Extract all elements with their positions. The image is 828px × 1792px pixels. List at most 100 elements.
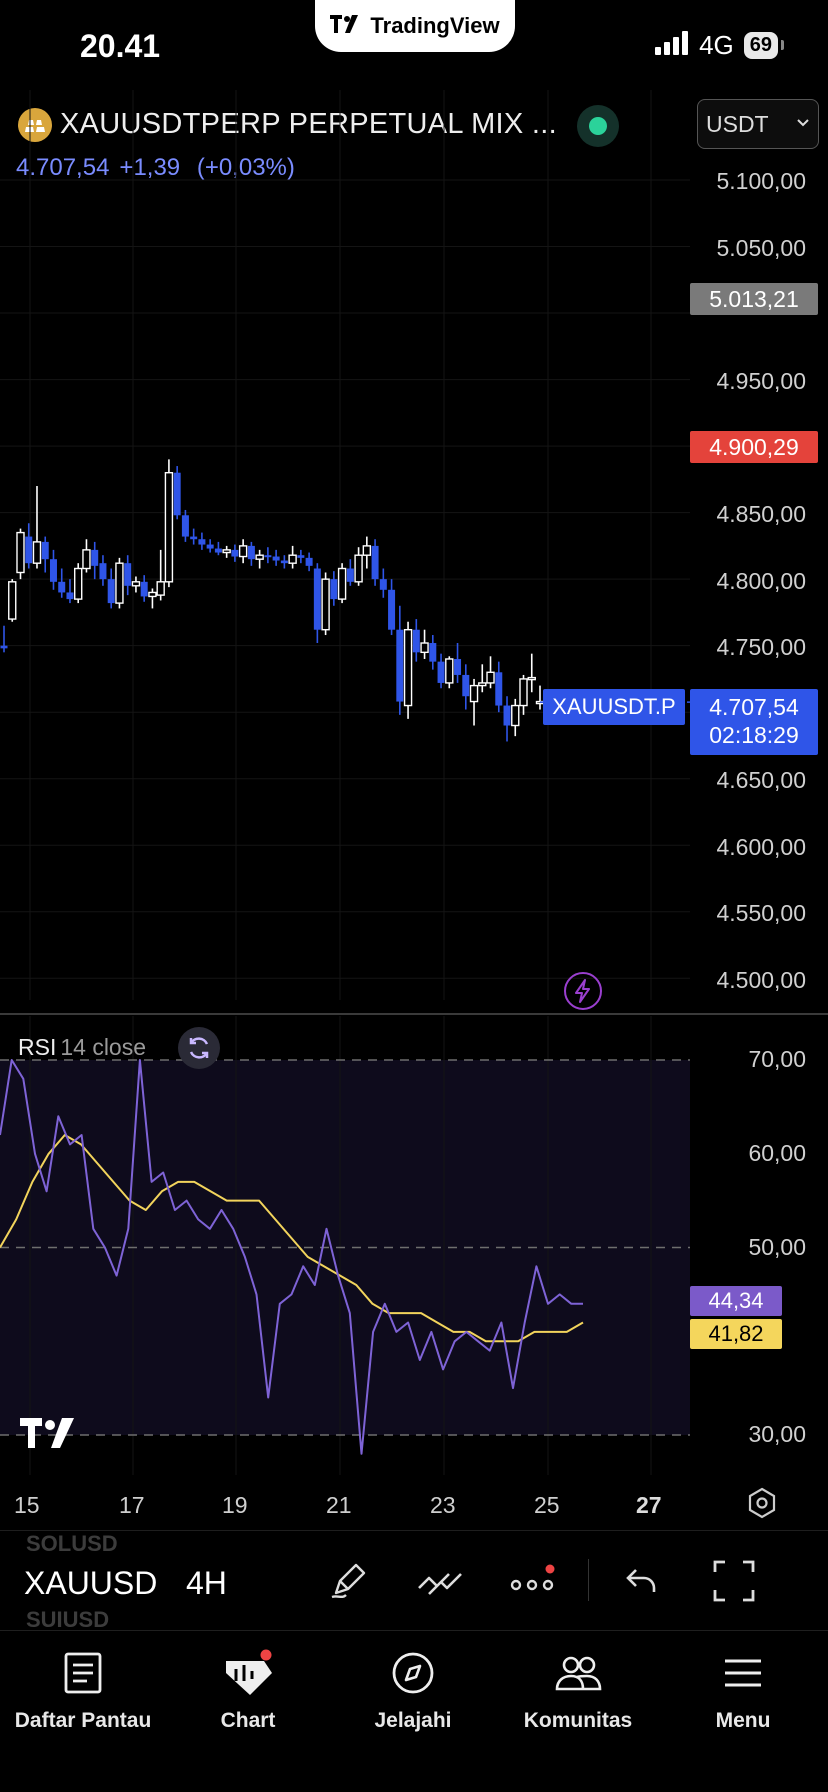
candle-body (429, 643, 437, 662)
price-axis-label: 4.650,00 (716, 767, 806, 793)
candle-body (469, 684, 479, 703)
candle-body (190, 536, 198, 540)
candle-body (231, 549, 239, 557)
candle-body (58, 581, 66, 593)
candle-body (346, 568, 354, 582)
candle-body (8, 581, 17, 620)
candle-body (173, 472, 181, 516)
candle-body (181, 515, 189, 537)
candle-body (156, 581, 165, 596)
candle-body (503, 705, 511, 726)
rsi-ma-line (0, 1134, 584, 1343)
time-axis-label: 21 (326, 1492, 352, 1518)
compass-icon (391, 1645, 435, 1701)
symbol-title[interactable]: XAUUSDTPERP PERPETUAL MIX ... (60, 108, 557, 140)
network-label: 4G (699, 30, 734, 60)
candle-body (330, 579, 338, 600)
trendline-icon[interactable] (416, 1557, 464, 1605)
candle-body (66, 592, 74, 600)
nav-item-community[interactable]: Komunitas (495, 1645, 661, 1733)
nav-label: Chart (220, 1709, 276, 1732)
sync-icon[interactable] (178, 1027, 220, 1069)
nav-label: Jelajahi (374, 1709, 452, 1732)
candle-body (214, 548, 222, 553)
candle-body (238, 545, 248, 558)
candle-body (115, 562, 124, 604)
currency-value: USDT (706, 110, 769, 137)
candle-body (454, 658, 462, 675)
candle-body (222, 549, 231, 554)
candle-body (247, 545, 255, 560)
interval-button[interactable]: 4H (186, 1565, 227, 1601)
candle-body (337, 567, 347, 600)
candle-body (41, 541, 49, 560)
rsi-title[interactable]: RSI 14 close (18, 1034, 146, 1061)
live-dot-icon (589, 117, 607, 135)
alert-price-tag[interactable]: 5.013,21 (690, 283, 818, 315)
price-axis-label: 5.050,00 (716, 235, 806, 261)
current-price-tag[interactable]: 4.707,54 02:18:29 (690, 689, 818, 755)
rsi-value-tag: 44,34 (690, 1286, 782, 1316)
more-options-icon[interactable] (508, 1557, 556, 1605)
candle-body (388, 589, 396, 630)
candle-body (198, 539, 206, 545)
drawing-pen-icon[interactable] (324, 1557, 372, 1605)
candle-body (32, 541, 42, 564)
candle-body (486, 671, 495, 684)
candle-body (511, 704, 520, 727)
nav-item-explore[interactable]: Jelajahi (330, 1645, 496, 1733)
time-axis-label: 25 (534, 1492, 560, 1518)
rsi-axis-label: 30,00 (748, 1421, 806, 1447)
price-axis-label: 4.550,00 (716, 900, 806, 926)
ghost-symbol-above: SOLUSD (26, 1531, 118, 1556)
candle-body (379, 579, 387, 590)
candle-body (437, 661, 445, 683)
signal-bars-icon (655, 31, 689, 60)
candle-body (164, 472, 174, 583)
candle-body (313, 568, 321, 630)
price-axis-label: 4.600,00 (716, 834, 806, 860)
candle-body (305, 557, 313, 566)
chevron-down-icon (796, 112, 810, 140)
rsi-name: RSI (18, 1034, 57, 1060)
symbol-price-label: XAUUSDT.P (543, 689, 685, 725)
battery-indicator: 69 (743, 32, 785, 59)
candle-body (264, 555, 272, 558)
symbol-switcher[interactable]: XAUUSD (24, 1565, 158, 1601)
nav-label: Daftar Pantau (14, 1709, 152, 1732)
lightning-icon[interactable] (564, 972, 602, 1010)
price-axis-label: 5.100,00 (716, 168, 806, 194)
nav-item-menu[interactable]: Menu (660, 1645, 826, 1733)
nav-item-watchlist[interactable]: Daftar Pantau (0, 1645, 166, 1733)
candle-body (272, 556, 280, 561)
price-chart[interactable] (0, 0, 828, 1520)
candle-body (206, 544, 214, 549)
candle-body (99, 563, 107, 580)
tradingview-watermark-icon (20, 1418, 82, 1453)
candle-body (255, 554, 264, 560)
price-axis-label: 4.800,00 (716, 568, 806, 594)
undo-icon[interactable] (618, 1557, 666, 1605)
fullscreen-icon[interactable] (710, 1557, 758, 1605)
chart-toolbar: SOLUSD SUIUSD XAUUSD 4H (0, 1530, 828, 1632)
status-time: 20.41 (80, 28, 161, 64)
currency-select[interactable]: USDT (697, 99, 819, 149)
bottom-navigation: Daftar Pantau Chart Jelajahi Komunitas M… (0, 1630, 828, 1792)
price-quote: 4.707,54 +1,39 (+0,03%) (16, 154, 295, 182)
price-axis-label: 4.500,00 (716, 967, 806, 993)
toolbar-divider (588, 1559, 589, 1601)
settings-hex-icon[interactable] (745, 1486, 779, 1525)
candle-body (49, 559, 57, 582)
time-axis-label: 19 (222, 1492, 248, 1518)
candle-body (420, 642, 429, 654)
candle-body (288, 554, 297, 564)
rsi-axis-label: 60,00 (748, 1140, 806, 1166)
nav-item-chart[interactable]: Chart (165, 1645, 331, 1733)
tradingview-pill[interactable]: TradingView (315, 0, 515, 52)
high-price-tag[interactable]: 4.900,29 (690, 431, 818, 463)
watchlist-icon (63, 1645, 103, 1701)
candle-body (321, 578, 330, 631)
rsi-params: 14 close (60, 1034, 147, 1060)
time-axis-label: 23 (430, 1492, 456, 1518)
market-open-indicator[interactable] (577, 105, 619, 147)
